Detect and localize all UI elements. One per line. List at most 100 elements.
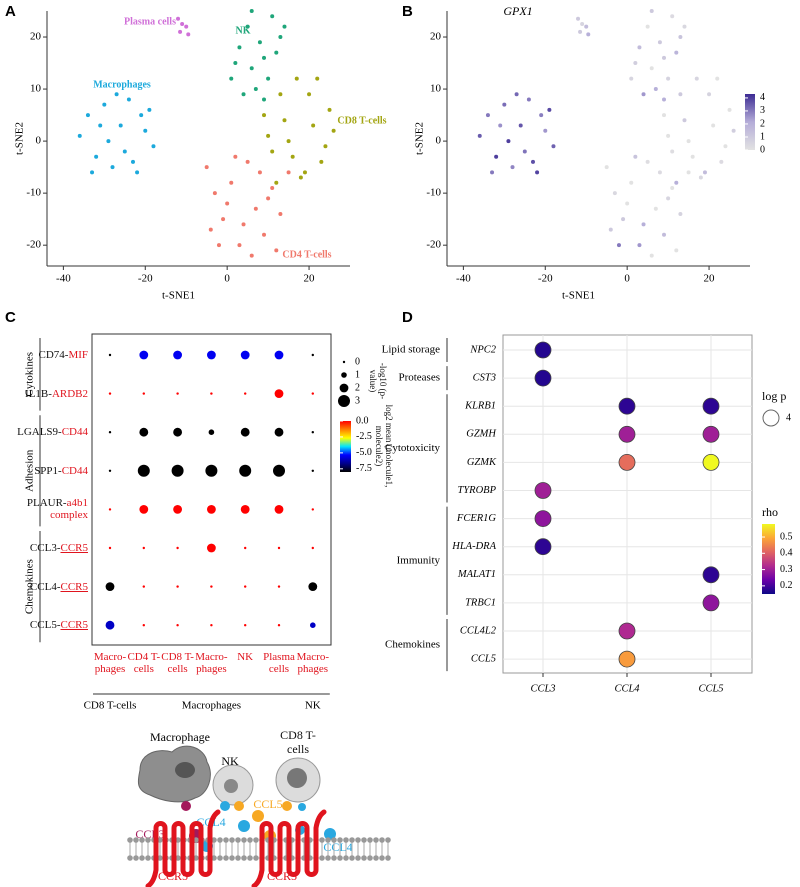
point — [662, 55, 667, 60]
lipid-head — [127, 855, 133, 861]
point — [649, 66, 654, 71]
dot — [142, 585, 145, 588]
point — [233, 61, 238, 66]
point — [143, 128, 148, 133]
ccr5-receptor — [145, 809, 221, 887]
ligand: CCL3- — [29, 542, 61, 554]
lipid-head — [319, 855, 325, 861]
row-label: CCL5 — [471, 654, 496, 665]
point — [629, 180, 634, 185]
group-label: Cytotoxicity — [385, 442, 441, 454]
row-label: LGALS9-CD44 — [10, 426, 88, 438]
legend-dot — [339, 383, 349, 393]
point — [715, 76, 720, 81]
point — [286, 170, 291, 175]
point — [514, 92, 519, 97]
point — [294, 76, 299, 81]
row-label: FCER1G — [456, 513, 496, 524]
point — [657, 170, 662, 175]
point — [645, 24, 650, 29]
ligand: CCL5- — [29, 619, 61, 632]
group-label: Proteases — [398, 372, 440, 384]
lipid-head — [241, 855, 247, 861]
lipid-head — [331, 855, 337, 861]
dot — [176, 392, 179, 395]
lipid-head — [253, 837, 259, 843]
point — [270, 185, 275, 190]
ligand-dot — [234, 801, 244, 811]
color-legend-title: log2 mean (molecule1, molecule2) — [374, 404, 394, 488]
category-label: Adhesion — [24, 449, 36, 492]
row-label: TYROBP — [457, 485, 496, 496]
lipid-head — [379, 855, 385, 861]
y-tick-label: -20 — [426, 239, 441, 251]
point — [649, 253, 654, 258]
point — [678, 92, 683, 97]
dot — [534, 341, 552, 359]
point — [666, 76, 671, 81]
dot — [173, 427, 183, 437]
legend-dot — [342, 360, 346, 364]
point — [670, 185, 675, 190]
point — [139, 113, 144, 118]
lipid-head — [175, 837, 181, 843]
point — [670, 14, 675, 19]
point — [686, 139, 691, 144]
point — [674, 180, 679, 185]
lipid-head — [211, 837, 217, 843]
panel-letter: C — [5, 309, 16, 326]
dot — [142, 546, 145, 550]
x-tick-label: CCL3 — [530, 683, 555, 694]
dot — [108, 431, 112, 434]
point — [262, 113, 267, 118]
nucleus — [175, 762, 195, 778]
lipid-head — [133, 837, 139, 843]
point — [662, 113, 667, 118]
lipid-head — [325, 855, 331, 861]
lipid-head — [241, 837, 247, 843]
dot — [618, 622, 636, 640]
point — [253, 206, 258, 211]
dot — [244, 585, 247, 588]
lipid-head — [361, 855, 367, 861]
point — [670, 149, 675, 154]
colorbar-label: 4 — [760, 92, 765, 103]
point — [270, 149, 275, 154]
point — [633, 61, 638, 66]
point — [257, 170, 262, 175]
point — [237, 243, 242, 248]
point — [319, 159, 324, 164]
point — [498, 123, 503, 128]
y-tick-label: 20 — [430, 31, 442, 43]
dot — [534, 482, 552, 499]
dot — [105, 620, 115, 630]
dot — [274, 505, 284, 514]
point — [262, 97, 267, 102]
legend-label: 3 — [355, 395, 360, 406]
legend-label: 4 — [786, 412, 791, 423]
dot — [244, 546, 247, 550]
dot — [534, 538, 552, 556]
lipid-head — [253, 855, 259, 861]
lipid-head — [325, 837, 331, 843]
column-label: Macro-phages — [93, 651, 127, 675]
point — [286, 139, 291, 144]
point — [114, 92, 119, 97]
point — [604, 165, 609, 170]
point — [302, 170, 307, 175]
dot — [274, 350, 284, 360]
dot — [171, 464, 184, 477]
x-tick-label: -40 — [56, 273, 71, 285]
dot — [618, 425, 636, 443]
column-label: CD8 T-cells — [161, 651, 194, 675]
point — [645, 159, 650, 164]
point — [522, 149, 527, 154]
point — [637, 243, 642, 248]
point — [298, 175, 303, 180]
dot — [311, 392, 314, 395]
colorbar-label: 0.4 — [780, 548, 793, 559]
point — [135, 170, 140, 175]
legend-dot — [341, 372, 347, 378]
point — [151, 144, 156, 149]
receptor: ARDB2 — [51, 387, 88, 400]
